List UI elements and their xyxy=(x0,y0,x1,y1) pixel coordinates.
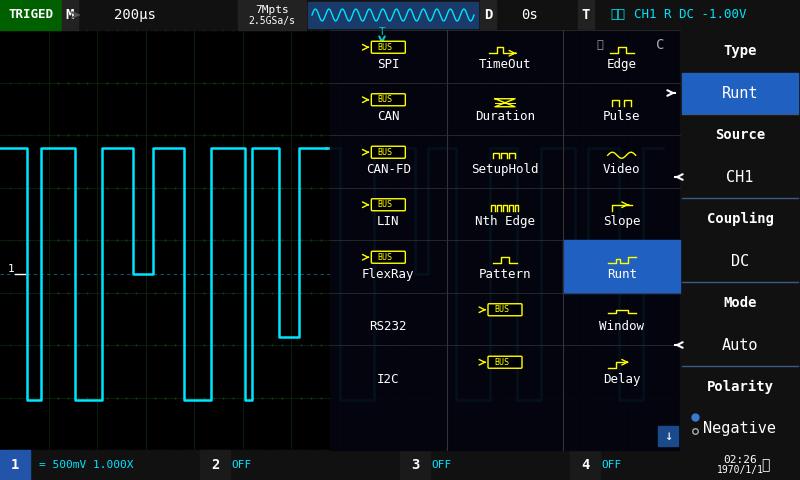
Text: CH1 R DC -1.00V: CH1 R DC -1.00V xyxy=(634,9,746,22)
Text: CH1: CH1 xyxy=(726,169,754,184)
Text: BUS: BUS xyxy=(378,200,393,209)
Bar xyxy=(563,240,680,292)
Bar xyxy=(0,30,680,450)
Bar xyxy=(400,450,430,480)
FancyBboxPatch shape xyxy=(488,356,522,368)
Text: OFF: OFF xyxy=(602,460,622,470)
Text: SPI: SPI xyxy=(377,58,399,71)
Text: BUS: BUS xyxy=(378,148,393,157)
Text: Pulse: Pulse xyxy=(603,110,641,123)
Text: SetupHold: SetupHold xyxy=(471,163,538,176)
Text: LIN: LIN xyxy=(377,215,399,228)
Text: BUS: BUS xyxy=(378,43,393,52)
Text: 1970/1/1: 1970/1/1 xyxy=(717,465,763,475)
Bar xyxy=(578,0,594,30)
Text: Runt: Runt xyxy=(722,85,758,100)
Bar xyxy=(720,450,800,480)
FancyBboxPatch shape xyxy=(371,199,406,211)
Bar xyxy=(308,2,478,28)
Text: Pattern: Pattern xyxy=(478,268,531,281)
Text: Polarity: Polarity xyxy=(706,380,774,394)
Text: Edge: Edge xyxy=(606,58,637,71)
Text: BUS: BUS xyxy=(494,358,510,367)
Text: 200µs: 200µs xyxy=(114,8,156,22)
Text: 1: 1 xyxy=(8,264,14,274)
Text: BUS: BUS xyxy=(494,305,510,314)
FancyBboxPatch shape xyxy=(371,251,406,263)
Text: CAN: CAN xyxy=(377,110,399,123)
Text: T: T xyxy=(378,27,386,37)
Text: Auto: Auto xyxy=(722,337,758,352)
Text: D: D xyxy=(484,8,492,22)
Text: CAN-FD: CAN-FD xyxy=(366,163,411,176)
Text: BUS: BUS xyxy=(378,253,393,262)
Bar xyxy=(330,30,680,450)
Text: Source: Source xyxy=(715,128,765,142)
Text: ⌇⌇: ⌇⌇ xyxy=(610,8,626,21)
Text: Duration: Duration xyxy=(475,110,535,123)
Bar xyxy=(372,147,404,157)
Text: 3: 3 xyxy=(411,458,419,472)
Text: 1: 1 xyxy=(11,458,19,472)
Text: ⎇: ⎇ xyxy=(761,458,769,472)
Text: Delay: Delay xyxy=(603,373,641,386)
Bar xyxy=(0,450,30,480)
Text: BUS: BUS xyxy=(378,95,393,104)
Bar xyxy=(200,450,230,480)
FancyBboxPatch shape xyxy=(488,304,522,316)
Text: I2C: I2C xyxy=(377,373,399,386)
FancyBboxPatch shape xyxy=(371,94,406,106)
Text: DC: DC xyxy=(731,253,749,268)
Text: Runt: Runt xyxy=(606,268,637,281)
Bar xyxy=(682,73,798,113)
Text: Negative: Negative xyxy=(703,421,777,436)
Bar xyxy=(658,426,678,446)
Bar xyxy=(62,0,78,30)
Bar xyxy=(480,0,496,30)
Bar xyxy=(680,30,800,450)
Text: Slope: Slope xyxy=(603,215,641,228)
Text: Window: Window xyxy=(599,320,644,333)
Text: OFF: OFF xyxy=(232,460,252,470)
Text: ↓: ↓ xyxy=(664,429,672,443)
Bar xyxy=(0,0,62,30)
Text: 4: 4 xyxy=(581,458,589,472)
Text: M: M xyxy=(66,8,74,22)
Text: Coupling: Coupling xyxy=(706,212,774,226)
FancyBboxPatch shape xyxy=(371,146,406,158)
Text: Nth Edge: Nth Edge xyxy=(475,215,535,228)
Bar xyxy=(570,450,600,480)
Text: 2: 2 xyxy=(211,458,219,472)
Text: RS232: RS232 xyxy=(370,320,407,333)
Text: OFF: OFF xyxy=(432,460,452,470)
Bar xyxy=(372,252,404,262)
Text: 0s: 0s xyxy=(522,8,538,22)
Bar xyxy=(372,95,404,105)
Bar xyxy=(238,0,306,30)
Text: = 500mV 1.000X: = 500mV 1.000X xyxy=(38,460,134,470)
Bar xyxy=(0,0,800,30)
Text: 02:26: 02:26 xyxy=(723,455,757,465)
Bar xyxy=(372,200,404,210)
Bar xyxy=(372,42,404,52)
Text: FlexRay: FlexRay xyxy=(362,268,414,281)
Text: 7Mpts: 7Mpts xyxy=(255,5,289,15)
Text: 📌: 📌 xyxy=(597,40,603,50)
Text: 2.5GSa/s: 2.5GSa/s xyxy=(249,16,295,26)
Bar xyxy=(0,450,800,480)
Text: Video: Video xyxy=(603,163,641,176)
Text: TimeOut: TimeOut xyxy=(478,58,531,71)
Text: C: C xyxy=(656,38,664,52)
Text: Mode: Mode xyxy=(723,296,757,310)
FancyBboxPatch shape xyxy=(371,41,406,53)
Text: TRIGED: TRIGED xyxy=(9,9,54,22)
Text: T: T xyxy=(582,8,590,22)
Text: Type: Type xyxy=(723,44,757,58)
